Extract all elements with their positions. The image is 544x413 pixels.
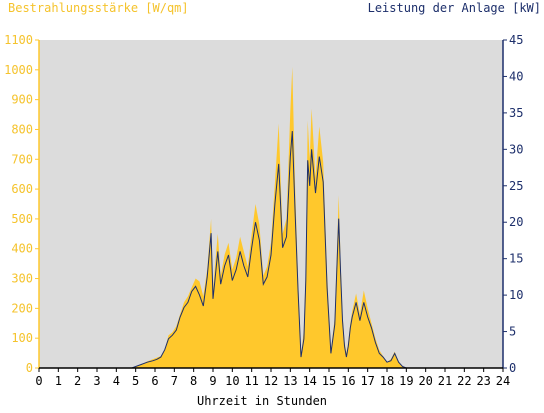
x-tick-label: 8 — [190, 374, 197, 388]
x-tick-label: 2 — [74, 374, 81, 388]
left-tick-label: 200 — [11, 301, 33, 315]
x-tick-label: 18 — [380, 374, 394, 388]
series-layer — [39, 66, 503, 369]
right-tick-label: 45 — [509, 33, 523, 47]
x-tick-label: 6 — [151, 374, 158, 388]
left-tick-label: 1100 — [4, 33, 33, 47]
right-tick-label: 35 — [509, 106, 523, 120]
x-axis-title: Uhrzeit in Stunden — [197, 394, 327, 408]
left-tick-label: 500 — [11, 212, 33, 226]
right-tick-label: 25 — [509, 179, 523, 193]
x-tick-label: 3 — [93, 374, 100, 388]
left-tick-label: 900 — [11, 93, 33, 107]
x-tick-label: 10 — [225, 374, 239, 388]
x-tick-label: 23 — [476, 374, 490, 388]
left-tick-label: 600 — [11, 182, 33, 196]
left-tick-label: 800 — [11, 122, 33, 136]
left-tick-label: 700 — [11, 152, 33, 166]
x-tick-label: 11 — [244, 374, 258, 388]
right-tick-label: 0 — [509, 361, 516, 375]
right-tick-label: 5 — [509, 325, 516, 339]
x-tick-label: 0 — [35, 374, 42, 388]
left-tick-label: 0 — [26, 361, 33, 375]
right-axis-title: Leistung der Anlage [kW] — [368, 1, 541, 15]
x-tick-label: 16 — [341, 374, 355, 388]
left-tick-label: 300 — [11, 272, 33, 286]
x-tick-label: 12 — [264, 374, 278, 388]
irradiance-area — [131, 66, 434, 369]
ticks-layer: 0100200300400500600700800900100011000510… — [4, 33, 523, 388]
power-line — [39, 131, 503, 369]
right-tick-label: 30 — [509, 142, 523, 156]
x-tick-label: 9 — [209, 374, 216, 388]
x-tick-label: 20 — [418, 374, 432, 388]
x-tick-label: 4 — [113, 374, 120, 388]
x-tick-label: 22 — [457, 374, 471, 388]
left-tick-label: 1000 — [4, 63, 33, 77]
x-tick-label: 13 — [283, 374, 297, 388]
left-tick-label: 400 — [11, 242, 33, 256]
x-tick-label: 15 — [322, 374, 336, 388]
right-tick-label: 10 — [509, 288, 523, 302]
x-tick-label: 19 — [399, 374, 413, 388]
right-tick-label: 15 — [509, 252, 523, 266]
x-tick-label: 21 — [438, 374, 452, 388]
x-tick-label: 7 — [171, 374, 178, 388]
right-tick-label: 40 — [509, 69, 523, 83]
x-tick-label: 17 — [360, 374, 374, 388]
left-axis-title: Bestrahlungsstärke [W/qm] — [8, 1, 189, 15]
left-tick-label: 100 — [11, 331, 33, 345]
x-tick-label: 1 — [55, 374, 62, 388]
x-tick-label: 24 — [496, 374, 510, 388]
x-tick-label: 5 — [132, 374, 139, 388]
right-tick-label: 20 — [509, 215, 523, 229]
x-tick-label: 14 — [302, 374, 316, 388]
